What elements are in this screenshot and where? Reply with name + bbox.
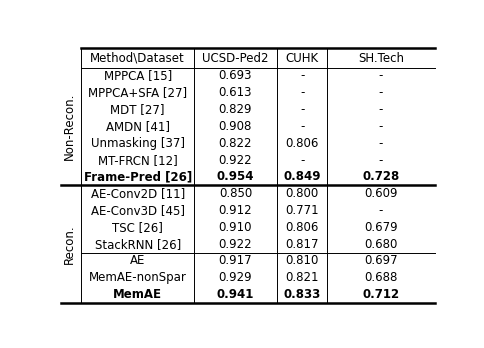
- Text: 0.829: 0.829: [218, 103, 252, 116]
- Text: AE: AE: [130, 254, 145, 268]
- Text: CUHK: CUHK: [285, 52, 318, 64]
- Text: 0.922: 0.922: [218, 238, 252, 251]
- Text: 0.908: 0.908: [218, 120, 252, 133]
- Text: 0.693: 0.693: [218, 70, 252, 82]
- Text: 0.922: 0.922: [218, 153, 252, 167]
- Text: Recon.: Recon.: [62, 224, 75, 264]
- Text: MPPCA [15]: MPPCA [15]: [104, 70, 171, 82]
- Text: 0.822: 0.822: [218, 137, 252, 150]
- Text: 0.912: 0.912: [218, 204, 252, 217]
- Text: 0.806: 0.806: [285, 137, 318, 150]
- Text: -: -: [378, 86, 382, 99]
- Text: 0.833: 0.833: [283, 288, 320, 301]
- Text: 0.712: 0.712: [362, 288, 399, 301]
- Text: -: -: [378, 153, 382, 167]
- Text: -: -: [378, 137, 382, 150]
- Text: 0.680: 0.680: [363, 238, 397, 251]
- Text: Non-Recon.: Non-Recon.: [62, 93, 75, 160]
- Text: 0.609: 0.609: [363, 187, 397, 200]
- Text: -: -: [378, 204, 382, 217]
- Text: -: -: [378, 70, 382, 82]
- Text: UCSD-Ped2: UCSD-Ped2: [202, 52, 268, 64]
- Text: -: -: [299, 70, 303, 82]
- Text: -: -: [378, 103, 382, 116]
- Text: StackRNN [26]: StackRNN [26]: [94, 238, 181, 251]
- Text: Unmasking [37]: Unmasking [37]: [91, 137, 184, 150]
- Text: 0.929: 0.929: [218, 271, 252, 284]
- Text: 0.910: 0.910: [218, 221, 252, 234]
- Text: 0.771: 0.771: [285, 204, 318, 217]
- Text: 0.849: 0.849: [283, 171, 320, 183]
- Text: SH.Tech: SH.Tech: [357, 52, 403, 64]
- Text: AE-Conv3D [45]: AE-Conv3D [45]: [91, 204, 184, 217]
- Text: 0.917: 0.917: [218, 254, 252, 268]
- Text: AE-Conv2D [11]: AE-Conv2D [11]: [91, 187, 184, 200]
- Text: MemAE-nonSpar: MemAE-nonSpar: [89, 271, 186, 284]
- Text: -: -: [299, 153, 303, 167]
- Text: MDT [27]: MDT [27]: [110, 103, 165, 116]
- Text: 0.806: 0.806: [285, 221, 318, 234]
- Text: MPPCA+SFA [27]: MPPCA+SFA [27]: [88, 86, 187, 99]
- Text: Frame-Pred [26]: Frame-Pred [26]: [83, 171, 191, 183]
- Text: 0.688: 0.688: [363, 271, 397, 284]
- Text: -: -: [299, 120, 303, 133]
- Text: TSC [26]: TSC [26]: [112, 221, 163, 234]
- Text: 0.821: 0.821: [285, 271, 318, 284]
- Text: 0.810: 0.810: [285, 254, 318, 268]
- Text: -: -: [299, 86, 303, 99]
- Text: 0.697: 0.697: [363, 254, 397, 268]
- Text: 0.613: 0.613: [218, 86, 252, 99]
- Text: 0.679: 0.679: [363, 221, 397, 234]
- Text: -: -: [299, 103, 303, 116]
- Text: 0.941: 0.941: [216, 288, 254, 301]
- Text: MT-FRCN [12]: MT-FRCN [12]: [98, 153, 177, 167]
- Text: -: -: [378, 120, 382, 133]
- Text: 0.954: 0.954: [216, 171, 254, 183]
- Text: 0.850: 0.850: [218, 187, 252, 200]
- Text: AMDN [41]: AMDN [41]: [106, 120, 169, 133]
- Text: 0.817: 0.817: [285, 238, 318, 251]
- Text: 0.728: 0.728: [362, 171, 399, 183]
- Text: MemAE: MemAE: [113, 288, 162, 301]
- Text: 0.800: 0.800: [285, 187, 318, 200]
- Text: Method\Dataset: Method\Dataset: [90, 52, 185, 64]
